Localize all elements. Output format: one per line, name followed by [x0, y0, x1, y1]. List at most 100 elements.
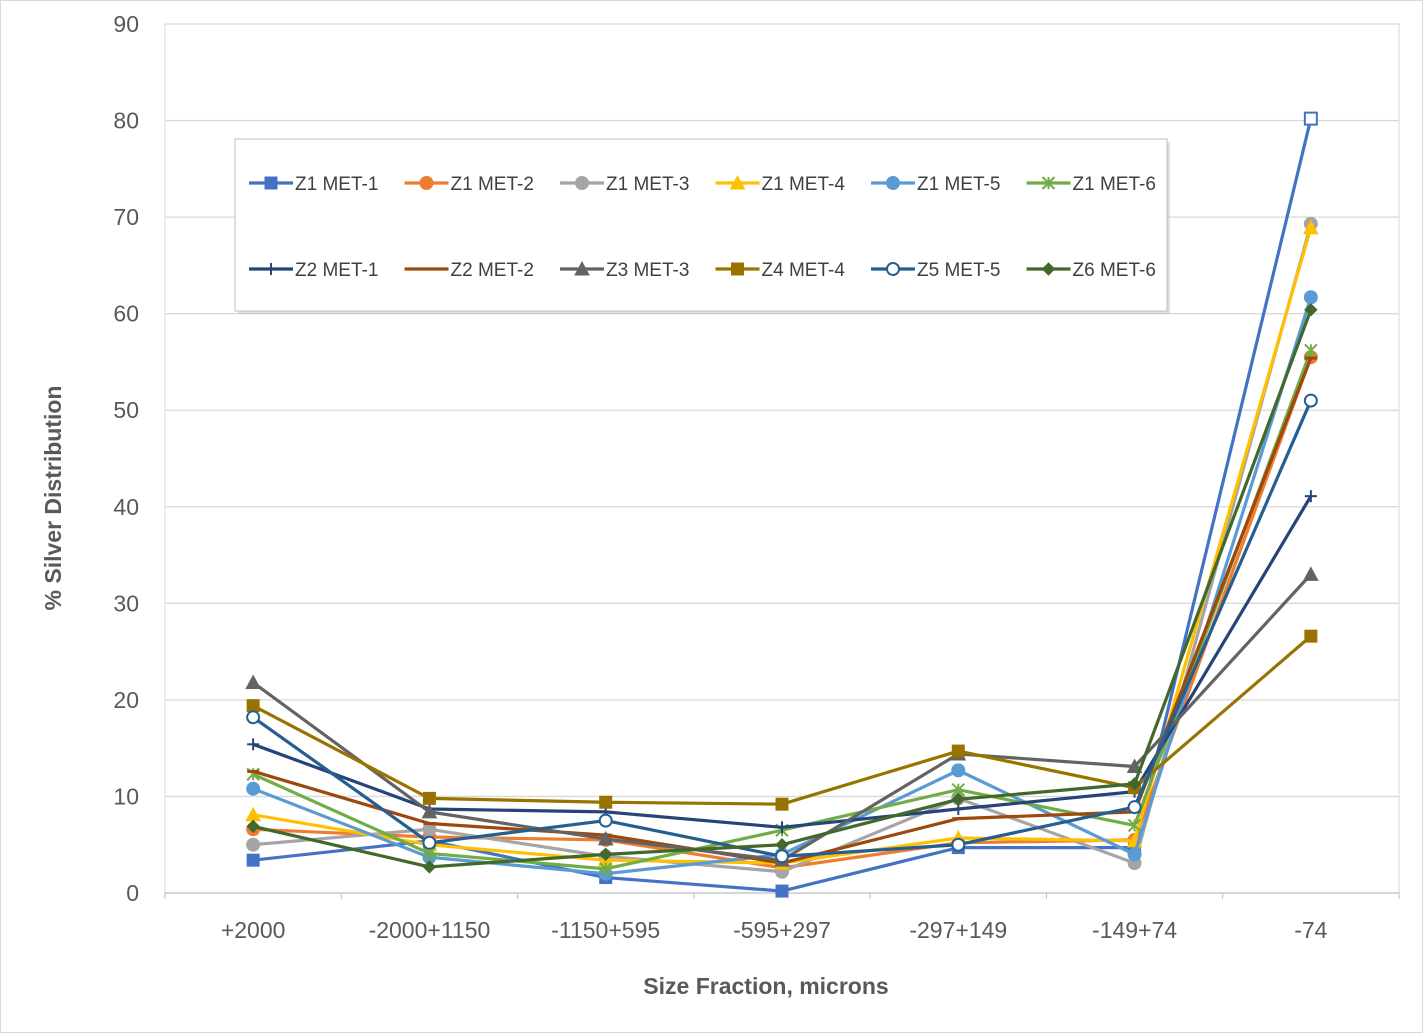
legend-item: Z1 MET-5: [871, 174, 1000, 195]
point-marker: [245, 674, 261, 690]
y-tick-label: 70: [113, 204, 139, 230]
point-marker: [1303, 566, 1319, 581]
x-tick-label: -595+297: [733, 917, 831, 943]
point-marker: [1304, 490, 1317, 503]
series-z5-met-5: [246, 393, 1318, 864]
point-marker: [1303, 290, 1318, 305]
legend-item: Z1 MET-2: [404, 174, 534, 195]
point-marker: [247, 738, 260, 751]
point-marker: [731, 262, 744, 276]
point-marker: [1127, 777, 1142, 791]
point-marker: [775, 849, 789, 864]
point-marker: [1041, 176, 1056, 190]
point-marker: [886, 176, 900, 190]
legend: Z1 MET-1 Z1 MET-2 Z1 MET-3 Z1 MET-4 Z1 MET-5…: [234, 138, 1170, 314]
point-marker: [951, 763, 966, 778]
y-tick-label: 50: [113, 397, 139, 423]
point-marker: [421, 803, 438, 819]
point-marker: [1127, 818, 1142, 833]
series-line: [253, 356, 1313, 870]
x-axis-title: Size Fraction, microns: [643, 973, 888, 999]
y-tick-label: 80: [113, 108, 139, 134]
point-marker: [246, 819, 260, 834]
point-marker: [265, 263, 277, 275]
point-marker: [775, 884, 789, 898]
x-tick-label: +2000: [221, 917, 286, 943]
point-marker: [1127, 847, 1142, 862]
point-marker: [886, 262, 900, 276]
point-marker: [599, 795, 613, 809]
point-marker: [1126, 758, 1143, 774]
legend-box: [234, 138, 1168, 312]
point-marker: [246, 710, 261, 725]
x-tick-label: -149+74: [1092, 917, 1177, 943]
legend-item: Z2 MET-1: [249, 260, 378, 281]
point-marker: [246, 853, 260, 867]
point-marker: [246, 837, 261, 852]
series-z1-met-4: [245, 219, 1319, 870]
point-marker: [246, 781, 261, 796]
point-marker: [599, 847, 613, 862]
x-tick-label: -297+149: [909, 917, 1007, 943]
point-marker: [951, 744, 965, 758]
point-marker: [951, 792, 965, 807]
legend-label: Z1 MET-2: [451, 174, 534, 195]
point-marker: [264, 176, 278, 190]
y-tick-label: 90: [113, 11, 139, 37]
point-marker: [951, 837, 966, 852]
point-marker: [597, 830, 614, 846]
legend-label: Z1 MET-5: [917, 174, 1000, 195]
point-marker: [422, 791, 436, 805]
y-tick-label: 30: [113, 590, 139, 616]
legend-label: Z1 MET-4: [762, 174, 846, 195]
point-marker: [775, 797, 789, 811]
point-marker: [1304, 303, 1318, 317]
point-marker: [1303, 393, 1318, 408]
x-tick-label: -2000+1150: [369, 917, 491, 943]
legend-item: Z3 MET-3: [560, 260, 689, 281]
legend-item: Z1 MET-4: [715, 174, 846, 195]
legend-item: Z1 MET-6: [1026, 174, 1156, 195]
point-marker: [422, 860, 437, 874]
x-tick-label: -74: [1294, 917, 1327, 943]
y-tick-label: 20: [113, 687, 139, 713]
legend-item: Z1 MET-1: [249, 174, 378, 195]
point-marker: [1041, 262, 1056, 276]
point-marker: [1127, 800, 1142, 815]
point-marker: [1304, 629, 1318, 643]
point-marker: [776, 821, 788, 834]
point-marker: [1304, 343, 1318, 358]
series-z6-met-6: [246, 303, 1318, 874]
legend-item: Z1 MET-3: [560, 174, 689, 195]
legend-label: Z1 MET-3: [606, 174, 689, 195]
point-marker: [729, 174, 746, 190]
y-axis-title: % Silver Distribution: [40, 386, 66, 611]
x-tick-label: -1150+595: [551, 917, 660, 943]
legend-label: Z3 MET-3: [606, 260, 689, 281]
legend-item: Z4 MET-4: [715, 260, 846, 281]
legend-label: Z2 MET-2: [451, 260, 534, 281]
point-marker: [575, 176, 589, 190]
legend-label: Z1 MET-6: [1073, 174, 1156, 195]
point-marker: [599, 862, 613, 876]
legend-item: Z2 MET-2: [404, 260, 534, 281]
y-tick-label: 60: [113, 301, 139, 327]
series-z1-met-5: [246, 290, 1318, 881]
legend-item: Z5 MET-5: [871, 260, 1000, 281]
axes: 0 10 20 30 40 50 60 70 80 90 +2000 -2000+1150 -1150+…: [113, 11, 1400, 943]
legend-label: Z5 MET-5: [917, 260, 1000, 281]
legend-item: Z6 MET-6: [1026, 260, 1156, 281]
point-marker: [1303, 219, 1319, 235]
point-marker: [246, 699, 260, 713]
legend-label: Z4 MET-4: [762, 260, 846, 281]
point-marker: [419, 176, 434, 190]
point-marker: [574, 260, 590, 276]
legend-label: Z1 MET-1: [295, 174, 378, 195]
legend-label: Z2 MET-1: [295, 260, 378, 281]
point-marker: [775, 838, 789, 852]
point-marker: [422, 835, 437, 850]
y-tick-label: 0: [126, 880, 139, 906]
series-lines: [245, 111, 1319, 898]
